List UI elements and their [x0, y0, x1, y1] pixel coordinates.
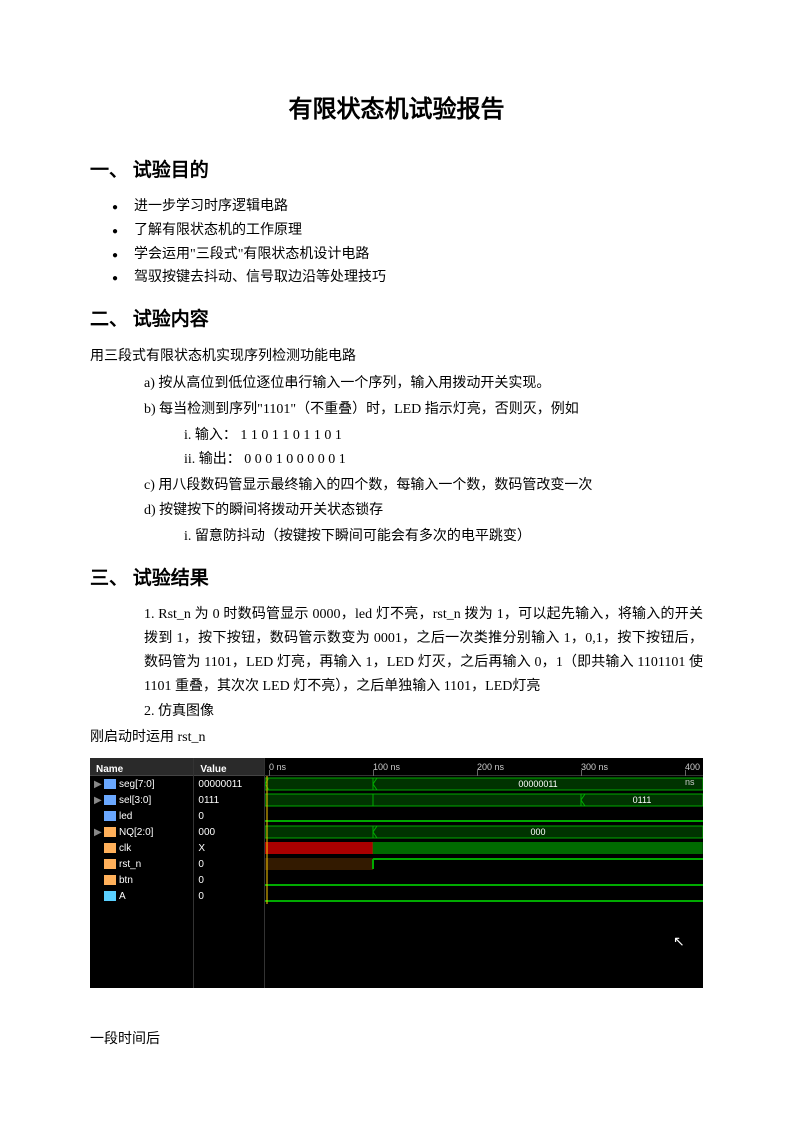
- svg-text:000: 000: [530, 827, 545, 837]
- section2-heading: 二、 试验内容: [90, 304, 703, 336]
- section2-intro: 用三段式有限状态机实现序列检测功能电路: [90, 345, 703, 369]
- signal-value-row: 00000011: [194, 776, 264, 792]
- waveform-traces: 00000011 0111 000: [265, 776, 703, 988]
- after-text: 一段时间后: [90, 1028, 703, 1052]
- list-item: 进一步学习时序逻辑电路: [118, 195, 703, 219]
- section1-heading: 一、 试验目的: [90, 155, 703, 187]
- signal-value-row: 0111: [194, 792, 264, 808]
- time-ruler: 0 ns100 ns200 ns300 ns400 ns: [265, 758, 703, 776]
- item-a: a) 按从高位到低位逐位串行输入一个序列，输入用拨动开关实现。: [144, 372, 703, 396]
- section3-heading: 三、 试验结果: [90, 563, 703, 595]
- signal-value-row: 000: [194, 824, 264, 840]
- signal-name-row: btn: [90, 872, 193, 888]
- signal-value-row: X: [194, 840, 264, 856]
- signal-name-row: clk: [90, 840, 193, 856]
- list-item: 了解有限状态机的工作原理: [118, 219, 703, 243]
- item-d-i: i. 留意防抖动（按键按下瞬间可能会有多次的电平跳变）: [184, 525, 703, 549]
- signal-name-row: ▶NQ[2:0]: [90, 824, 193, 840]
- signal-value-row: 0: [194, 872, 264, 888]
- signal-name-row: rst_n: [90, 856, 193, 872]
- signal-value-row: 0: [194, 808, 264, 824]
- section3-body: 1. Rst_n 为 0 时数码管显示 0000，led 灯不亮，rst_n 拨…: [144, 603, 703, 724]
- item-b-ii: ii. 输出： 0 0 0 1 0 0 0 0 0 1: [184, 448, 703, 472]
- waveform-trace-area: 0 ns100 ns200 ns300 ns400 ns 00000011 011…: [265, 758, 703, 988]
- section1-list: 进一步学习时序逻辑电路 了解有限状态机的工作原理 学会运用"三段式"有限状态机设…: [118, 195, 703, 290]
- svg-text:00000011: 00000011: [518, 779, 557, 789]
- item-c: c) 用八段数码管显示最终输入的四个数，每输入一个数，数码管改变一次: [144, 474, 703, 498]
- waveform-signal-panel: Name ▶seg[7:0]▶sel[3:0]led▶NQ[2:0]clkrst…: [90, 758, 265, 988]
- signal-name-row: ▶sel[3:0]: [90, 792, 193, 808]
- signal-value-row: 0: [194, 856, 264, 872]
- waveform-viewer: Name ▶seg[7:0]▶sel[3:0]led▶NQ[2:0]clkrst…: [90, 758, 703, 988]
- list-item: 驾驭按键去抖动、信号取边沿等处理技巧: [118, 266, 703, 290]
- value-column-header: Value: [194, 758, 264, 776]
- item-d: d) 按键按下的瞬间将拨动开关状态锁存: [144, 499, 703, 523]
- signal-value-row: 0: [194, 888, 264, 904]
- item-b: b) 每当检测到序列"1101"（不重叠）时，LED 指示灯亮，否则灭，例如: [144, 398, 703, 422]
- list-item: 学会运用"三段式"有限状态机设计电路: [118, 243, 703, 267]
- item-b-i: i. 输入： 1 1 0 1 1 0 1 1 0 1: [184, 424, 703, 448]
- name-column-header: Name: [90, 758, 193, 776]
- signal-name-row: A: [90, 888, 193, 904]
- signal-name-row: ▶seg[7:0]: [90, 776, 193, 792]
- signal-name-row: led: [90, 808, 193, 824]
- section2-body: a) 按从高位到低位逐位串行输入一个序列，输入用拨动开关实现。 b) 每当检测到…: [144, 372, 703, 549]
- item-2: 2. 仿真图像: [144, 700, 703, 724]
- item-1: 1. Rst_n 为 0 时数码管显示 0000，led 灯不亮，rst_n 拨…: [144, 603, 703, 698]
- page-title: 有限状态机试验报告: [90, 90, 703, 131]
- svg-text:0111: 0111: [633, 795, 652, 805]
- mouse-cursor-icon: ↖: [673, 930, 685, 954]
- waveform-caption: 刚启动时运用 rst_n: [90, 726, 703, 750]
